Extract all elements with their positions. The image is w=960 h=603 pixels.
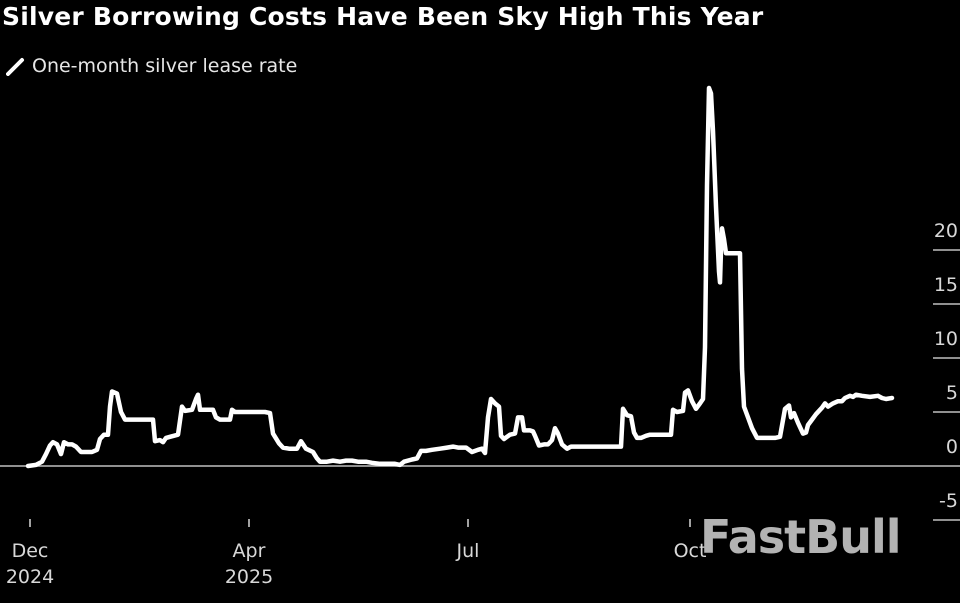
x-tick-label: Apr 2025	[225, 538, 273, 590]
x-tick-month: Apr	[232, 540, 266, 562]
x-tick-year: 2025	[224, 566, 274, 588]
y-tick-label: 15	[933, 274, 958, 296]
legend: One-month silver lease rate	[6, 55, 297, 77]
fastbull-watermark: FastBull	[700, 510, 901, 564]
legend-label: One-month silver lease rate	[32, 55, 298, 77]
chart-title: Silver Borrowing Costs Have Been Sky Hig…	[2, 2, 764, 31]
x-tick-month: Oct	[673, 540, 707, 562]
x-tick-label: Jul	[457, 538, 480, 564]
x-tick-year: 2024	[5, 566, 55, 588]
lease-rate-line	[25, 85, 895, 469]
y-tick-label: 20	[933, 220, 958, 242]
x-tick-month: Jul	[456, 540, 480, 562]
y-tick-label: 5	[945, 382, 958, 404]
y-tick-label: -5	[939, 490, 958, 512]
x-tick-month: Dec	[11, 540, 49, 562]
y-tick-label: 0	[945, 436, 958, 458]
x-tick-label: Dec 2024	[6, 538, 54, 590]
legend-line-icon	[6, 58, 24, 76]
y-gridlines	[933, 249, 960, 521]
y-tick-label: 10	[933, 328, 958, 350]
x-tick-label: Oct	[674, 538, 707, 564]
x-tick-marks	[29, 519, 691, 527]
